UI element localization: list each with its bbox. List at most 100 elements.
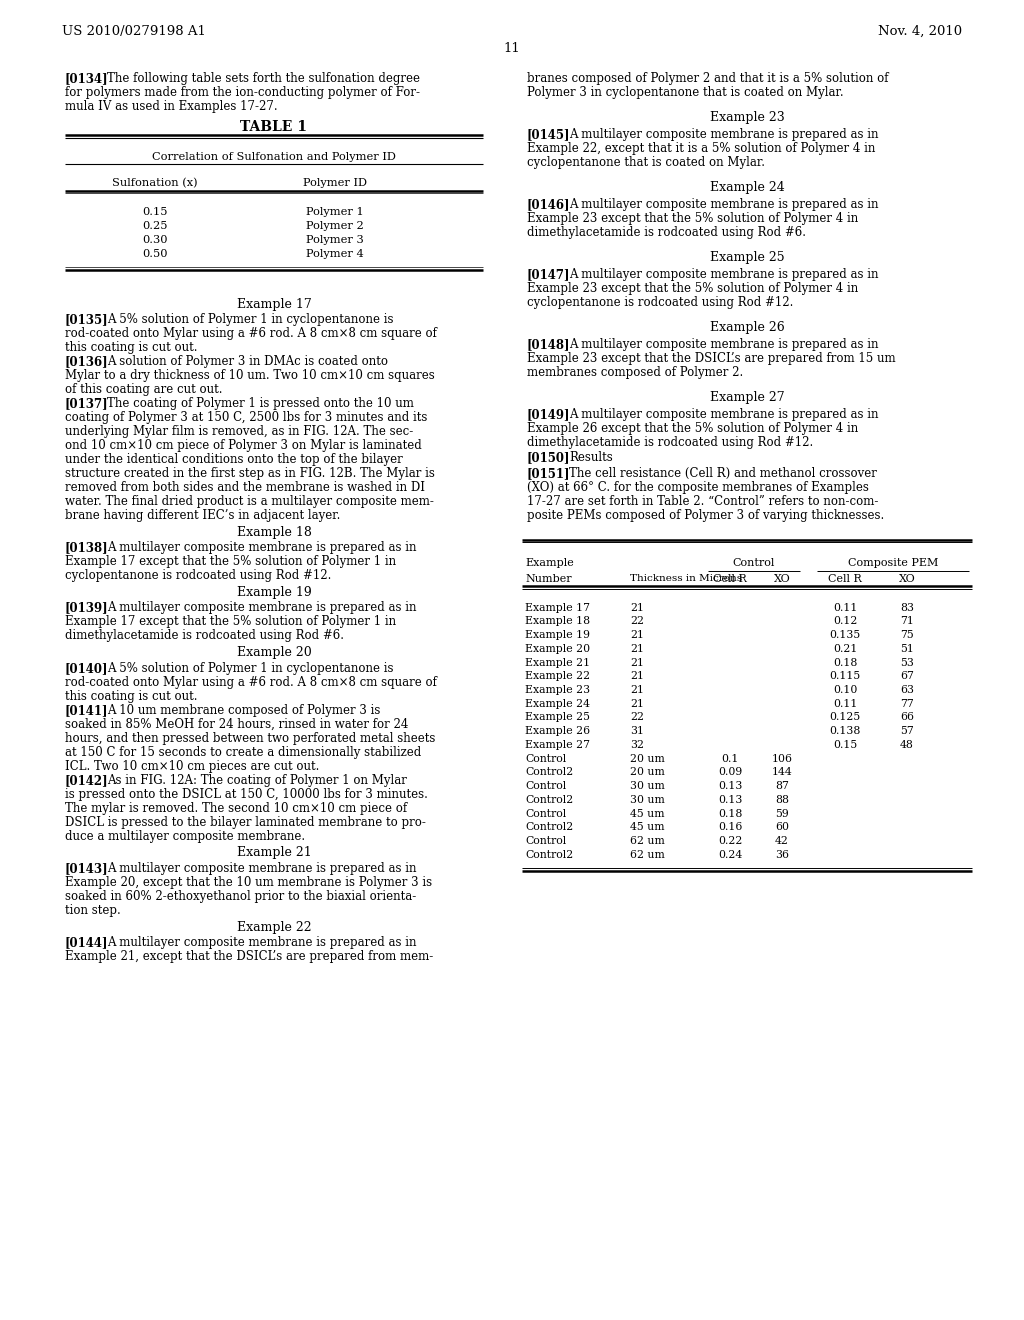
Text: underlying Mylar film is removed, as in FIG. 12A. The sec-: underlying Mylar film is removed, as in …: [65, 425, 414, 438]
Text: 22: 22: [630, 713, 644, 722]
Text: The cell resistance (Cell R) and methanol crossover: The cell resistance (Cell R) and methano…: [569, 467, 877, 479]
Text: XO: XO: [773, 574, 791, 583]
Text: Composite PEM: Composite PEM: [848, 558, 938, 568]
Text: [0143]: [0143]: [65, 862, 109, 875]
Text: 63: 63: [900, 685, 914, 696]
Text: 0.12: 0.12: [833, 616, 857, 627]
Text: rod-coated onto Mylar using a #6 rod. A 8 cm×8 cm square of: rod-coated onto Mylar using a #6 rod. A …: [65, 676, 437, 689]
Text: Example 26 except that the 5% solution of Polymer 4 in: Example 26 except that the 5% solution o…: [527, 422, 858, 436]
Text: DSICL is pressed to the bilayer laminated membrane to pro-: DSICL is pressed to the bilayer laminate…: [65, 816, 426, 829]
Text: cyclopentanone that is coated on Mylar.: cyclopentanone that is coated on Mylar.: [527, 156, 765, 169]
Text: 0.11: 0.11: [833, 698, 857, 709]
Text: 0.21: 0.21: [833, 644, 857, 653]
Text: 59: 59: [775, 809, 788, 818]
Text: 21: 21: [630, 657, 644, 668]
Text: Control2: Control2: [525, 767, 573, 777]
Text: TABLE 1: TABLE 1: [241, 120, 307, 133]
Text: Example 26: Example 26: [525, 726, 590, 737]
Text: 144: 144: [772, 767, 793, 777]
Text: ICL. Two 10 cm×10 cm pieces are cut out.: ICL. Two 10 cm×10 cm pieces are cut out.: [65, 760, 319, 772]
Text: [0137]: [0137]: [65, 397, 109, 411]
Text: US 2010/0279198 A1: US 2010/0279198 A1: [62, 25, 206, 38]
Text: soaked in 85% MeOH for 24 hours, rinsed in water for 24: soaked in 85% MeOH for 24 hours, rinsed …: [65, 718, 409, 731]
Text: 60: 60: [775, 822, 790, 832]
Text: XO: XO: [899, 574, 915, 583]
Text: 77: 77: [900, 698, 913, 709]
Text: Control: Control: [525, 836, 566, 846]
Text: 20 um: 20 um: [630, 767, 665, 777]
Text: 0.16: 0.16: [718, 822, 742, 832]
Text: Example 22: Example 22: [525, 672, 590, 681]
Text: 0.18: 0.18: [718, 809, 742, 818]
Text: Example 23 except that the DSICL’s are prepared from 15 um: Example 23 except that the DSICL’s are p…: [527, 352, 896, 366]
Text: Example 17: Example 17: [525, 603, 590, 612]
Text: Polymer ID: Polymer ID: [303, 178, 367, 187]
Text: A multilayer composite membrane is prepared as in: A multilayer composite membrane is prepa…: [106, 602, 417, 615]
Text: dimethylacetamide is rodcoated using Rod #12.: dimethylacetamide is rodcoated using Rod…: [527, 436, 813, 449]
Text: 21: 21: [630, 698, 644, 709]
Text: Example 26: Example 26: [710, 321, 784, 334]
Text: 21: 21: [630, 603, 644, 612]
Text: A 10 um membrane composed of Polymer 3 is: A 10 um membrane composed of Polymer 3 i…: [106, 704, 380, 717]
Text: Example 21, except that the DSICL’s are prepared from mem-: Example 21, except that the DSICL’s are …: [65, 950, 433, 964]
Text: Control: Control: [733, 558, 775, 568]
Text: membranes composed of Polymer 2.: membranes composed of Polymer 2.: [527, 366, 743, 379]
Text: Example 25: Example 25: [710, 251, 784, 264]
Text: Sulfonation (x): Sulfonation (x): [113, 178, 198, 189]
Text: [0139]: [0139]: [65, 602, 109, 615]
Text: brane having different IEC’s in adjacent layer.: brane having different IEC’s in adjacent…: [65, 510, 340, 523]
Text: A 5% solution of Polymer 1 in cyclopentanone is: A 5% solution of Polymer 1 in cyclopenta…: [106, 313, 393, 326]
Text: 67: 67: [900, 672, 914, 681]
Text: Example: Example: [525, 558, 573, 568]
Text: 31: 31: [630, 726, 644, 737]
Text: A multilayer composite membrane is prepared as in: A multilayer composite membrane is prepa…: [106, 936, 417, 949]
Text: 21: 21: [630, 672, 644, 681]
Text: Number: Number: [525, 574, 571, 583]
Text: Control2: Control2: [525, 795, 573, 805]
Text: [0141]: [0141]: [65, 704, 109, 717]
Text: soaked in 60% 2-ethoxyethanol prior to the biaxial orienta-: soaked in 60% 2-ethoxyethanol prior to t…: [65, 890, 416, 903]
Text: Example 21: Example 21: [237, 846, 311, 859]
Text: Example 20, except that the 10 um membrane is Polymer 3 is: Example 20, except that the 10 um membra…: [65, 876, 432, 888]
Text: Example 17 except that the 5% solution of Polymer 1 in: Example 17 except that the 5% solution o…: [65, 556, 396, 569]
Text: branes composed of Polymer 2 and that it is a 5% solution of: branes composed of Polymer 2 and that it…: [527, 73, 889, 84]
Text: [0135]: [0135]: [65, 313, 109, 326]
Text: 0.125: 0.125: [829, 713, 860, 722]
Text: 32: 32: [630, 741, 644, 750]
Text: [0146]: [0146]: [527, 198, 570, 211]
Text: 66: 66: [900, 713, 914, 722]
Text: this coating is cut out.: this coating is cut out.: [65, 689, 198, 702]
Text: Example 20: Example 20: [237, 647, 311, 659]
Text: [0134]: [0134]: [65, 73, 109, 84]
Text: 0.1: 0.1: [721, 754, 738, 764]
Text: A 5% solution of Polymer 1 in cyclopentanone is: A 5% solution of Polymer 1 in cyclopenta…: [106, 661, 393, 675]
Text: Example 23 except that the 5% solution of Polymer 4 in: Example 23 except that the 5% solution o…: [527, 213, 858, 224]
Text: 20 um: 20 um: [630, 754, 665, 764]
Text: [0142]: [0142]: [65, 774, 109, 787]
Text: 21: 21: [630, 644, 644, 653]
Text: [0144]: [0144]: [65, 936, 109, 949]
Text: 62 um: 62 um: [630, 850, 665, 859]
Text: 0.09: 0.09: [718, 767, 742, 777]
Text: 0.13: 0.13: [718, 795, 742, 805]
Text: 0.18: 0.18: [833, 657, 857, 668]
Text: 88: 88: [775, 795, 790, 805]
Text: dimethylacetamide is rodcoated using Rod #6.: dimethylacetamide is rodcoated using Rod…: [65, 630, 344, 643]
Text: [0150]: [0150]: [527, 451, 570, 465]
Text: removed from both sides and the membrane is washed in DI: removed from both sides and the membrane…: [65, 480, 425, 494]
Text: [0151]: [0151]: [527, 467, 570, 479]
Text: The mylar is removed. The second 10 cm×10 cm piece of: The mylar is removed. The second 10 cm×1…: [65, 801, 408, 814]
Text: 57: 57: [900, 726, 913, 737]
Text: 71: 71: [900, 616, 914, 627]
Text: 0.15: 0.15: [833, 741, 857, 750]
Text: rod-coated onto Mylar using a #6 rod. A 8 cm×8 cm square of: rod-coated onto Mylar using a #6 rod. A …: [65, 327, 437, 341]
Text: Example 19: Example 19: [237, 586, 311, 599]
Text: 51: 51: [900, 644, 914, 653]
Text: A multilayer composite membrane is prepared as in: A multilayer composite membrane is prepa…: [569, 128, 879, 141]
Text: 11: 11: [504, 42, 520, 55]
Text: A multilayer composite membrane is prepared as in: A multilayer composite membrane is prepa…: [569, 198, 879, 211]
Text: duce a multilayer composite membrane.: duce a multilayer composite membrane.: [65, 830, 305, 842]
Text: Example 24: Example 24: [710, 181, 784, 194]
Text: A multilayer composite membrane is prepared as in: A multilayer composite membrane is prepa…: [106, 862, 417, 875]
Text: structure created in the first step as in FIG. 12B. The Mylar is: structure created in the first step as i…: [65, 467, 435, 480]
